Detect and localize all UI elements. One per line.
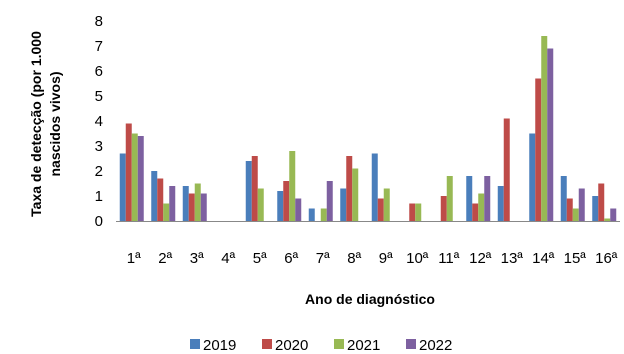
bar-2020: [346, 156, 353, 221]
x-tick-label: 8ª: [347, 250, 361, 267]
bar-2021: [446, 176, 453, 221]
bar-2021: [320, 208, 327, 221]
legend-label: 2022: [419, 337, 452, 354]
y-tick-label: 4: [95, 113, 103, 130]
bar-2020: [251, 156, 258, 221]
bar-2022: [326, 181, 333, 221]
bar-2022: [200, 193, 207, 221]
y-axis-title-line-1: Taxa de detecção (por 1.000: [28, 31, 44, 217]
bar-2021: [572, 208, 579, 221]
bar-2020: [503, 118, 510, 221]
bar-2019: [245, 161, 252, 221]
x-tick-label: 9ª: [379, 250, 393, 267]
x-tick-label: 16ª: [595, 250, 618, 267]
y-tick-label: 5: [95, 88, 103, 105]
bar-2019: [308, 208, 315, 221]
bar-2022: [578, 188, 585, 221]
bar-2020: [188, 193, 195, 221]
bar-2020: [409, 203, 416, 221]
legend-swatch: [334, 339, 344, 349]
legend-swatch: [406, 339, 416, 349]
x-axis-title: Ano de diagnóstico: [305, 291, 435, 307]
bar-2019: [119, 153, 126, 221]
x-tick-label: 4ª: [221, 250, 235, 267]
x-tick-label: 5ª: [253, 250, 267, 267]
bar-2020: [535, 78, 542, 221]
legend-swatch: [262, 339, 272, 349]
x-tick-label: 7ª: [316, 250, 330, 267]
bar-2021: [289, 151, 296, 221]
bar-2022: [137, 136, 144, 221]
legend-label: 2021: [347, 337, 380, 354]
y-axis-title-line-2: nascidos vivos): [47, 71, 63, 176]
x-tick-label: 12ª: [469, 250, 492, 267]
bar-2022: [547, 48, 554, 221]
bar-2022: [169, 186, 176, 221]
y-tick-label: 7: [95, 38, 103, 55]
bar-2020: [472, 203, 479, 221]
legend: 2019 2020 2021 2022: [190, 337, 452, 354]
x-tick-label: 1ª: [127, 250, 141, 267]
bar-2019: [277, 191, 284, 221]
bar-2021: [352, 168, 359, 221]
bar-2021: [415, 203, 422, 221]
legend-label: 2019: [203, 337, 236, 354]
y-axis-title: Taxa de detecção (por 1.000 nascidos viv…: [28, 31, 63, 217]
x-tick-label: 10ª: [406, 250, 429, 267]
x-tick-label: 13ª: [501, 250, 524, 267]
y-tick-label: 1: [95, 188, 103, 205]
bar-2019: [151, 171, 158, 221]
x-tick-label: 2ª: [158, 250, 172, 267]
x-tick-label: 3ª: [190, 250, 204, 267]
bar-2022: [484, 176, 491, 221]
y-tick-label: 0: [95, 213, 103, 230]
y-tick-label: 6: [95, 63, 103, 80]
bar-2021: [541, 36, 548, 221]
y-tick-label: 8: [95, 13, 103, 30]
bar-2022: [295, 198, 302, 221]
bars: [119, 36, 617, 221]
bar-2019: [182, 186, 189, 221]
bar-2021: [604, 218, 611, 221]
bar-2022: [610, 208, 617, 221]
bar-2021: [478, 193, 485, 221]
bar-2021: [383, 188, 390, 221]
y-axis-ticks: 0 1 2 3 4 5 6 7 8: [95, 13, 103, 230]
y-tick-label: 3: [95, 138, 103, 155]
bar-2019: [466, 176, 473, 221]
bar-2019: [560, 176, 567, 221]
x-axis-ticks: 1ª 2ª 3ª 4ª 5ª 6ª 7ª 8ª 9ª 10ª 11ª 12ª 13ª 14ª 15ª 16ª: [127, 250, 618, 267]
y-tick-label: 2: [95, 163, 103, 180]
bar-2021: [131, 133, 138, 221]
bar-2020: [440, 196, 447, 221]
bar-2019: [529, 133, 536, 221]
bar-2020: [598, 183, 605, 221]
bar-2019: [592, 196, 599, 221]
bar-2020: [125, 123, 132, 221]
x-tick-label: 14ª: [532, 250, 555, 267]
bar-2021: [163, 203, 170, 221]
bar-2020: [157, 178, 164, 221]
bar-2020: [566, 198, 573, 221]
x-tick-label: 6ª: [284, 250, 298, 267]
x-tick-label: 15ª: [564, 250, 587, 267]
bar-2019: [497, 186, 504, 221]
legend-swatch: [190, 339, 200, 349]
x-tick-label: 11ª: [438, 250, 460, 267]
bar-2020: [283, 181, 290, 221]
bar-2021: [194, 183, 201, 221]
legend-label: 2020: [275, 337, 308, 354]
bar-2020: [377, 198, 384, 221]
bar-2019: [340, 188, 347, 221]
bar-2019: [371, 153, 378, 221]
bar-2021: [257, 188, 264, 221]
